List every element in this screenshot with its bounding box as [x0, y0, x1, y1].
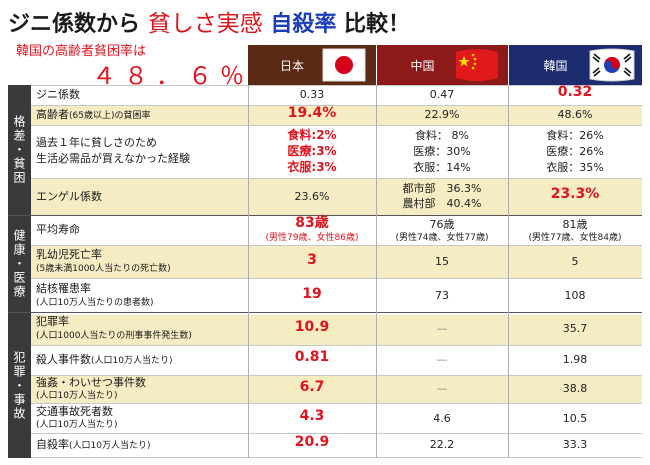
row-label-traffic-deaths: 交通事故死者数 [36, 405, 113, 418]
cell-japan-deprivation: 食料:2% 医療:3% 衣服:3% [287, 128, 337, 174]
row-label-life-expectancy: 平均寿命 [36, 223, 80, 236]
row-note-traffic-deaths: (人口10万人当たり) [36, 420, 118, 430]
row-divider [8, 278, 642, 279]
cell-japan-suicide: 20.9 [294, 434, 330, 450]
column-label-korea: 韓国 [543, 58, 568, 73]
row-bg [8, 245, 642, 278]
cell-china-homicide: — [436, 353, 448, 366]
row-note-sexual-assault: (人口10万人当たり) [36, 391, 118, 401]
cell-china-deprivation: 食料： 8% 医療：30% 衣服：14% [413, 129, 471, 174]
row-divider [8, 125, 642, 126]
row-bg [8, 315, 642, 345]
row-label-gini: ジニ係数 [36, 88, 80, 101]
cell-korea-sexual-assault: 38.8 [562, 382, 588, 395]
column-divider [376, 85, 377, 458]
cell-korea-life-expectancy: 81歳 [562, 218, 588, 231]
cell-japan-gini: 0.33 [299, 88, 325, 101]
page-title: ジニ係数から 貧しさ実感 自殺率 比較！ [8, 4, 410, 38]
row-bg [8, 375, 642, 403]
cell-china-infant-mortality: 15 [435, 255, 449, 268]
column-header-china: 中国 [377, 45, 508, 85]
subtitle: 韓国の高齢者貧困率は [16, 44, 147, 59]
cell-china-traffic-deaths: 4.6 [433, 412, 451, 425]
cell-japan-elderly-poverty: 19.4% [287, 105, 337, 121]
cell-korea-traffic-deaths: 10.5 [562, 412, 588, 425]
column-label-japan: 日本 [279, 58, 304, 73]
column-divider [508, 85, 509, 458]
korea-flag-icon [589, 48, 635, 82]
row-divider [8, 345, 642, 346]
cell-korea-life-expectancy-sub: (男性77歳、女性84歳) [528, 233, 622, 243]
column-header-korea: 韓国 [509, 45, 642, 85]
cell-korea-elderly-poverty: 48.6% [557, 108, 593, 121]
category-crime: 犯罪・事故 [8, 313, 31, 458]
row-label-crime-rate: 犯罪率 [36, 315, 69, 328]
row-label-elderly-poverty: 高齢者(65歳以上)の貧困率 [36, 108, 151, 121]
cell-japan-crime-rate: 10.9 [294, 319, 330, 335]
cell-china-sexual-assault: — [436, 382, 448, 395]
row-divider [8, 85, 642, 86]
cell-korea-crime-rate: 35.7 [562, 322, 588, 335]
cell-japan-traffic-deaths: 4.3 [299, 408, 325, 424]
row-label-deprivation: 過去１年に貧しさのため [36, 136, 157, 149]
cell-china-crime-rate: — [436, 322, 448, 335]
cell-korea-tuberculosis: 108 [564, 289, 586, 302]
cell-japan-sexual-assault: 6.7 [299, 379, 325, 395]
title-part-suicide: 自殺率 [270, 12, 337, 37]
row-bg [8, 105, 642, 125]
row-label-engel: エンゲル係数 [36, 190, 102, 203]
cell-japan-homicide: 0.81 [294, 349, 330, 365]
cell-korea-gini: 0.32 [557, 84, 593, 100]
row-divider [8, 245, 642, 246]
row-note-tuberculosis: (人口10万人当たりの患者数) [36, 298, 154, 308]
cell-china-elderly-poverty: 22.9% [424, 108, 460, 121]
row-note-crime-rate: (人口1000人当たりの刑事事件発生数) [36, 331, 192, 341]
row-divider [8, 403, 642, 404]
row-note-infant-mortality: (5歳未満1000人当たりの死亡数) [36, 264, 171, 274]
cell-korea-suicide: 33.3 [562, 438, 588, 451]
row-divider [8, 433, 642, 434]
row-divider [8, 105, 642, 106]
cell-china-engel: 都市部 36.3% 農村部 40.4% [402, 182, 482, 210]
section-divider [8, 312, 642, 313]
row-label-suicide: 自殺率(人口10万人当たり) [36, 438, 151, 451]
cell-china-tuberculosis: 73 [435, 289, 449, 302]
cell-japan-infant-mortality: 3 [307, 252, 317, 268]
cell-china-gini: 0.47 [429, 88, 455, 101]
column-divider [248, 85, 249, 458]
cell-japan-tuberculosis: 19 [302, 286, 322, 302]
comparison-table: 格差・貧困 健康・医療 犯罪・事故 ジニ係数 0.33 0.47 0.32 高齢… [8, 85, 642, 458]
row-label-deprivation-2: 生活必需品が買えなかった経験 [36, 152, 190, 165]
title-part-compare: 比較！ [344, 12, 411, 37]
cell-china-life-expectancy-sub: (男性74歳、女性77歳) [395, 233, 489, 243]
cell-china-suicide: 22.2 [429, 438, 455, 451]
column-header-japan: 日本 [248, 45, 376, 85]
column-label-china: 中国 [410, 58, 435, 73]
row-label-sexual-assault: 強姦・わいせつ事件数 [36, 376, 146, 389]
title-part-gini: ジニ係数から [8, 12, 141, 37]
china-flag-icon [456, 49, 498, 81]
cell-korea-engel: 23.3% [550, 186, 600, 202]
row-bg [8, 178, 642, 215]
cell-korea-infant-mortality: 5 [571, 255, 579, 268]
row-label-infant-mortality: 乳幼児死亡率 [36, 248, 102, 261]
section-divider [8, 215, 642, 216]
category-inequality: 格差・貧困 [8, 85, 31, 215]
row-divider [8, 457, 642, 458]
cell-china-life-expectancy: 76歳 [429, 218, 455, 231]
japan-flag-icon [322, 48, 366, 82]
cell-korea-deprivation: 食料：26% 医療：26% 衣服：35% [546, 129, 604, 174]
cell-japan-life-expectancy-sub: (男性79歳、女性86歳) [265, 233, 359, 243]
category-health: 健康・医療 [8, 216, 31, 312]
cell-japan-life-expectancy: 83歳 [295, 215, 329, 231]
title-part-poverty: 貧しさ実感 [147, 11, 263, 37]
cell-korea-homicide: 1.98 [562, 353, 588, 366]
row-divider [8, 375, 642, 376]
row-divider [8, 178, 642, 179]
cell-japan-engel: 23.6% [294, 190, 330, 203]
row-label-homicide: 殺人事件数(人口10万人当たり) [36, 353, 173, 366]
row-label-tuberculosis: 結核罹患率 [36, 282, 91, 295]
